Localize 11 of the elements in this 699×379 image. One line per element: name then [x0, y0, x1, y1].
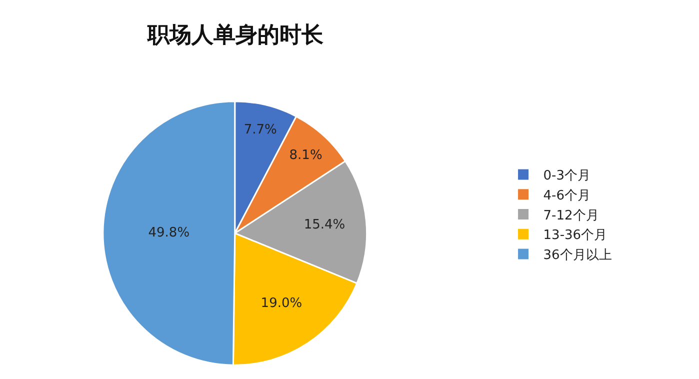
- data-label: 49.8%: [148, 225, 190, 240]
- data-label: 8.1%: [289, 148, 322, 163]
- legend-label: 36个月以上: [543, 248, 612, 264]
- legend-label: 0-3个月: [543, 168, 591, 184]
- data-label: 19.0%: [260, 296, 302, 312]
- data-label: 7.7%: [244, 122, 277, 138]
- legend-label: 13-36个月: [543, 228, 608, 244]
- legend-label: 7-12个月: [543, 208, 599, 224]
- chart-title: 职场人单身的时长: [146, 22, 325, 48]
- data-label: 15.4%: [304, 217, 346, 232]
- legend-label: 4-6个月: [543, 188, 591, 204]
